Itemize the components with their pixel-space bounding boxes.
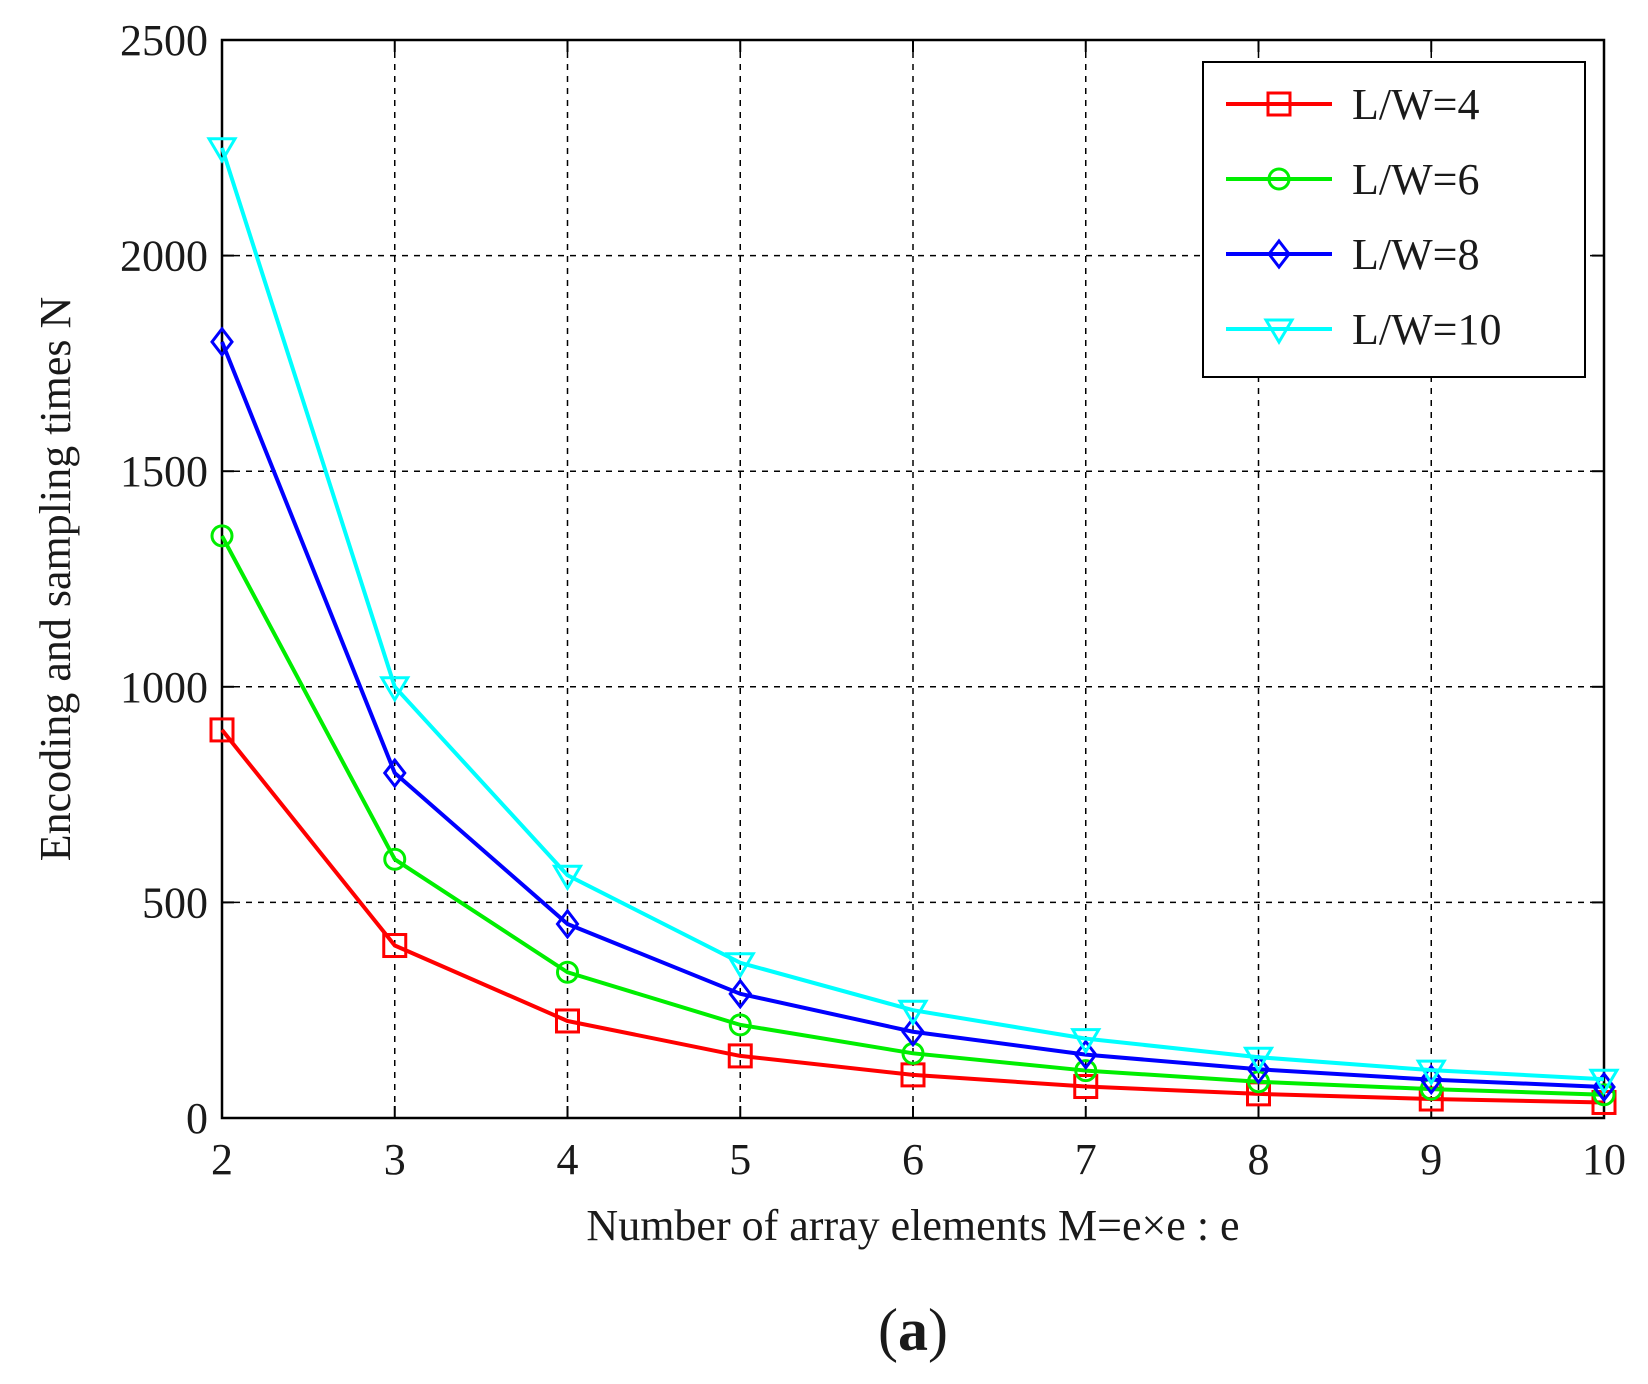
axis-ticks: 2 3 4 5 6 7 8 9 10 0 500 1000 1500 2000 2500 [120, 16, 1626, 1184]
data-point-square [382, 933, 408, 959]
data-point-diamond [1419, 1064, 1444, 1096]
data-point-circle [1074, 1059, 1098, 1083]
data-point-triangle-down [1242, 1046, 1275, 1074]
x-tick-label: 7 [1075, 1135, 1097, 1184]
x-tick-label: 2 [211, 1135, 233, 1184]
data-point-circle [1592, 1083, 1616, 1107]
series-group [206, 137, 1620, 1115]
data-point-triangle-down [1588, 1068, 1620, 1096]
data-point-circle [1267, 167, 1291, 191]
data-point-triangle-down [379, 676, 411, 703]
series-line [220, 728, 1605, 1105]
data-point-square [727, 1043, 753, 1069]
data-point-diamond [1267, 238, 1291, 270]
legend-entry: L/W=6 [1226, 155, 1479, 204]
legend-entry: L/W=10 [1226, 305, 1501, 354]
data-point-square [1073, 1074, 1099, 1100]
series-L/W=10 [206, 137, 1620, 1096]
data-point-square [1266, 91, 1292, 117]
x-tick-label: 3 [384, 1135, 406, 1184]
data-point-triangle-down [1070, 1028, 1102, 1055]
x-tick-label: 9 [1420, 1135, 1442, 1184]
data-point-diamond [728, 978, 753, 1010]
series-L/W=6 [210, 524, 1616, 1107]
data-point-triangle-down [206, 137, 238, 164]
legend-label: L/W=10 [1352, 305, 1501, 354]
data-point-circle [383, 847, 407, 871]
legend-label: L/W=6 [1352, 155, 1479, 204]
panel-label-close: ) [928, 1297, 948, 1363]
legend-label: L/W=8 [1352, 230, 1479, 279]
panel-label: (a) [878, 1297, 948, 1363]
data-point-square [209, 717, 235, 743]
y-tick-label: 2000 [120, 232, 208, 281]
data-point-square [555, 1008, 580, 1034]
x-tick-label: 10 [1582, 1135, 1626, 1184]
series-L/W=8 [210, 326, 1616, 1103]
y-tick-label: 2500 [120, 16, 208, 65]
y-tick-label: 1000 [120, 663, 208, 712]
series-line [220, 147, 1605, 1082]
data-point-diamond [555, 908, 580, 940]
series-line [220, 534, 1605, 1097]
y-axis-title: Encoding and sampling times N [31, 297, 80, 862]
data-point-diamond [210, 326, 234, 358]
legend-entry: L/W=4 [1226, 80, 1479, 129]
data-point-triangle-down [897, 999, 929, 1027]
x-axis-title: Number of array elements M=e×e : e [586, 1201, 1239, 1250]
x-tick-label: 5 [729, 1135, 751, 1184]
data-point-triangle-down [551, 864, 584, 892]
panel-label-letter: a [898, 1297, 928, 1363]
data-point-diamond [382, 757, 407, 789]
data-point-circle [210, 524, 234, 548]
legend: L/W=4 L/W=6 L/W=8 L/W=10 [1202, 61, 1586, 378]
data-point-circle [556, 960, 579, 984]
data-point-triangle-down [1263, 318, 1295, 345]
data-point-circle [728, 1013, 752, 1037]
panel-label-open: ( [878, 1297, 898, 1363]
data-point-triangle-down [1415, 1059, 1447, 1087]
data-point-triangle-down [724, 952, 756, 979]
data-point-diamond [1246, 1053, 1271, 1085]
x-tick-label: 8 [1248, 1135, 1270, 1184]
legend-label: L/W=4 [1352, 80, 1479, 129]
data-point-diamond [1073, 1039, 1098, 1071]
y-tick-label: 1500 [120, 447, 208, 496]
series-line [220, 341, 1605, 1089]
x-tick-label: 6 [902, 1135, 924, 1184]
x-tick-label: 4 [557, 1135, 579, 1184]
y-tick-label: 0 [186, 1094, 208, 1143]
y-tick-label: 500 [142, 878, 208, 927]
grid-lines [222, 40, 1604, 1118]
data-point-diamond [901, 1016, 925, 1048]
legend-entry: L/W=8 [1226, 230, 1479, 279]
